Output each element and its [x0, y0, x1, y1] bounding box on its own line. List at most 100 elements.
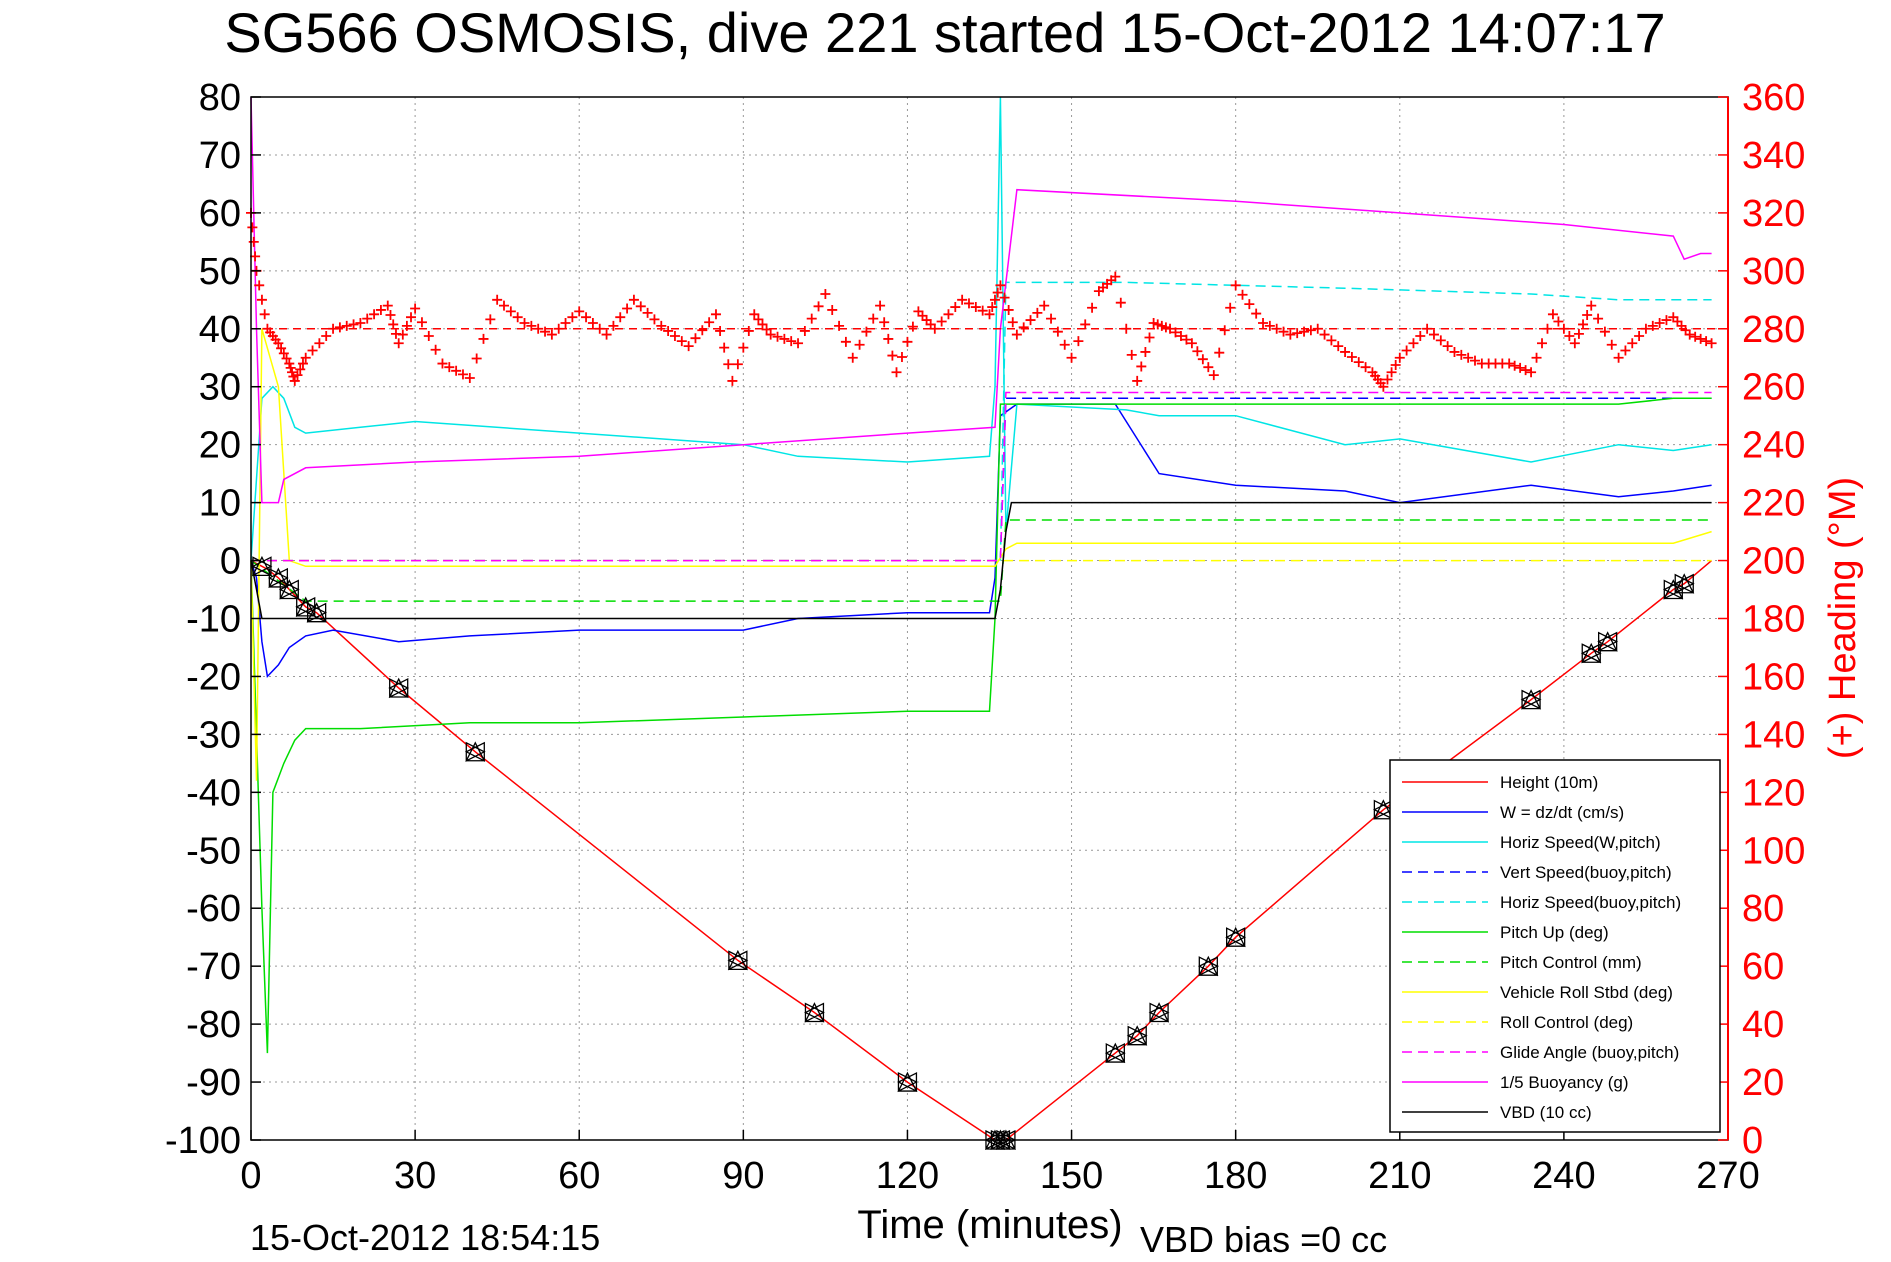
y-right-tick-label: 0	[1742, 1120, 1763, 1162]
dive-marker	[251, 555, 273, 577]
heading-point	[1073, 336, 1084, 347]
y-right-tick-label: 320	[1742, 193, 1805, 235]
heading-point	[642, 307, 653, 318]
heading-point	[492, 294, 503, 305]
heading-point	[1442, 341, 1453, 352]
legend-label: Horiz Speed(W,pitch)	[1500, 833, 1661, 852]
heading-point	[1654, 317, 1665, 328]
heading-point	[950, 302, 961, 313]
y-tick-label: -70	[186, 946, 241, 988]
heading-point	[1244, 299, 1255, 310]
y-right-tick-label: 160	[1742, 656, 1805, 698]
dive-marker	[803, 1002, 825, 1023]
heading-point	[273, 338, 284, 349]
heading-point	[348, 319, 359, 330]
series-line	[250, 96, 1712, 504]
heading-point	[1080, 319, 1091, 330]
dive-marker	[267, 567, 289, 588]
x-tick-label: 240	[1532, 1155, 1595, 1197]
heading-point	[1175, 331, 1186, 342]
heading-point	[250, 251, 261, 262]
heading-point	[902, 336, 913, 347]
heading-point	[1039, 300, 1050, 311]
y-tick-label: -90	[186, 1062, 241, 1104]
heading-point	[314, 338, 325, 349]
heading-point	[423, 331, 434, 342]
dive-marker	[1580, 642, 1602, 664]
heading-point	[1305, 325, 1316, 336]
heading-point	[1634, 331, 1645, 342]
heading-point	[444, 362, 455, 373]
heading-point	[1340, 346, 1351, 357]
y-axis-right-label: (+) Heading (°M)	[1822, 477, 1864, 759]
marker-layer	[251, 555, 1695, 1151]
heading-point	[1208, 370, 1219, 381]
heading-point	[1203, 362, 1214, 373]
y-right-tick-label: 260	[1742, 367, 1805, 409]
heading-point	[615, 312, 626, 323]
y-right-tick-label: 100	[1742, 830, 1805, 872]
legend-label: W = dz/dt (cm/s)	[1500, 803, 1624, 822]
x-tick-label: 270	[1696, 1155, 1759, 1197]
legend-label: Pitch Control (mm)	[1500, 953, 1642, 972]
heading-point	[1640, 323, 1651, 334]
heading-point	[1647, 320, 1658, 331]
heading-point	[1011, 329, 1022, 340]
heading-point	[1386, 367, 1397, 378]
heading-point	[1627, 338, 1638, 349]
heading-point	[1237, 289, 1248, 300]
heading-point	[1504, 358, 1515, 369]
heading-point	[1271, 323, 1282, 334]
heading-point	[875, 300, 886, 311]
heading-point	[289, 375, 300, 386]
heading-point	[738, 342, 749, 353]
heading-point	[1312, 323, 1323, 334]
legend: Height (10m) W = dz/dt (cm/s) Horiz Speed(…	[1389, 759, 1721, 1133]
heading-point	[1408, 338, 1419, 349]
y-right-tick-label: 360	[1742, 77, 1805, 119]
series-line	[250, 397, 1712, 1054]
heading-point	[907, 321, 918, 332]
heading-point	[1661, 315, 1672, 326]
heading-point	[519, 317, 530, 328]
heading-point	[248, 236, 259, 247]
heading-point	[719, 342, 730, 353]
series-line	[251, 391, 1712, 562]
heading-point	[1593, 313, 1604, 324]
heading-point	[512, 312, 523, 323]
x-tick-label: 180	[1204, 1155, 1267, 1197]
heading-point	[285, 362, 296, 373]
heading-point	[341, 320, 352, 331]
y-tick-label: 70	[199, 135, 241, 177]
heading-point	[1542, 323, 1553, 334]
heading-point	[1132, 375, 1143, 386]
heading-point	[676, 336, 687, 347]
heading-point	[1258, 317, 1269, 328]
x-tick-label: 30	[394, 1155, 436, 1197]
heading-point	[574, 306, 585, 317]
footer-date: 15-Oct-2012 18:54:15	[250, 1217, 600, 1258]
heading-point	[256, 294, 267, 305]
y-tick-label: 30	[199, 367, 241, 409]
heading-point	[1165, 323, 1176, 334]
heading-point	[1428, 329, 1439, 340]
heading-point	[879, 317, 890, 328]
heading-point	[406, 312, 417, 323]
heading-point	[287, 367, 298, 378]
legend-label: Roll Control (deg)	[1500, 1013, 1633, 1032]
heading-point	[457, 369, 468, 380]
grid	[251, 97, 1728, 1140]
x-tick-label: 0	[240, 1155, 261, 1197]
axes: 0 30 60 90 120 150 180 210 240 270-100-90-80-70-6…	[165, 77, 1805, 1197]
heading-point	[929, 323, 940, 334]
heading-point	[999, 292, 1010, 303]
heading-point	[1690, 331, 1701, 342]
heading-point	[1463, 352, 1474, 363]
heading-point	[587, 317, 598, 328]
heading-point	[1192, 346, 1203, 357]
legend-label: 1/5 Buoyancy (g)	[1500, 1073, 1629, 1092]
heading-point	[1578, 319, 1589, 330]
heading-point	[1251, 308, 1262, 319]
series-line	[251, 397, 1712, 562]
heading-point	[813, 301, 824, 312]
